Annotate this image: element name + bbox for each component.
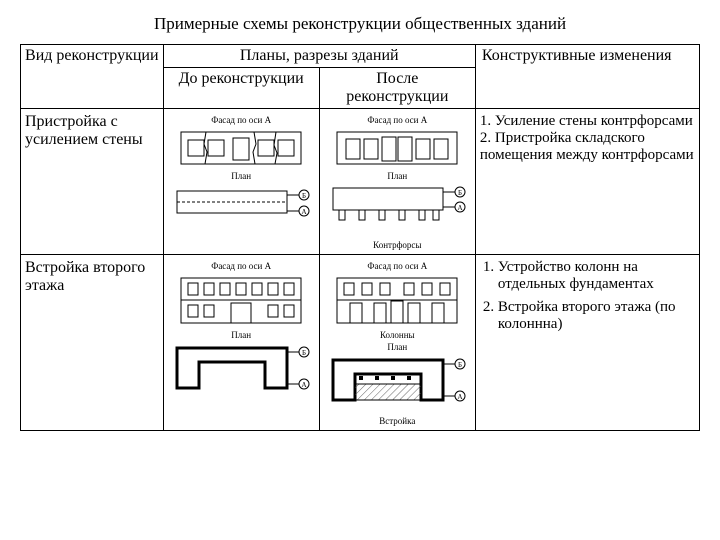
plan-before-icon: Б А (169, 183, 314, 223)
page-title: Примерные схемы реконструкции общественн… (20, 14, 700, 34)
svg-text:Б: Б (458, 189, 462, 197)
plan-label: План (324, 171, 471, 181)
row-type-label: Пристройка с усилением стены (21, 109, 164, 255)
facade2-after-icon (332, 273, 462, 328)
svg-text:Б: Б (458, 361, 462, 369)
svg-text:А: А (301, 208, 306, 216)
table-row: Пристройка с усилением стены Фасад по ос… (21, 109, 700, 255)
facade-label: Фасад по оси А (324, 115, 471, 125)
table-row: Встройка второго этажа Фасад по оси А (21, 255, 700, 431)
changes-cell: 1. Усиление стены контрфорсами2. Пристро… (475, 109, 699, 255)
plan2-after-icon: Б А (325, 354, 470, 414)
row-type-label: Встройка второго этажа (21, 255, 164, 431)
plan2-before-icon: Б А (169, 342, 314, 397)
insert-label: Встройка (324, 416, 471, 426)
svg-text:А: А (301, 381, 306, 389)
diagram-after-1: Фасад по оси А План (319, 109, 475, 255)
reconstruction-table: Вид реконструкции Планы, разрезы зданий … (20, 44, 700, 431)
diagram-after-2: Фасад по оси А Колон (319, 255, 475, 431)
header-type: Вид реконструкции (21, 45, 164, 109)
changes-cell: Устройство колонн на отдельных фундамент… (475, 255, 699, 431)
header-plans: Планы, разрезы зданий (163, 45, 475, 68)
facade-label: Фасад по оси А (168, 261, 315, 271)
list-item: Устройство колонн на отдельных фундамент… (498, 259, 695, 293)
changes-list: Устройство колонн на отдельных фундамент… (498, 259, 695, 333)
facade-label: Фасад по оси А (324, 261, 471, 271)
columns-label: Колонны (324, 330, 471, 340)
facade-before-icon (176, 127, 306, 169)
diagram-before-2: Фасад по оси А (163, 255, 319, 431)
list-item: Встройка второго этажа (по колоннна) (498, 299, 695, 333)
header-changes: Конструктивные изменения (475, 45, 699, 109)
plan-after-icon: Б А (325, 183, 470, 238)
buttress-label: Контрфорсы (324, 240, 471, 250)
facade-label: Фасад по оси А (168, 115, 315, 125)
facade-after-icon (332, 127, 462, 169)
facade2-before-icon (176, 273, 306, 328)
svg-text:А: А (457, 204, 462, 212)
plan-label: План (168, 171, 315, 181)
svg-text:Б: Б (302, 349, 306, 357)
header-before: До реконструкции (163, 68, 319, 109)
svg-text:А: А (457, 393, 462, 401)
changes-text: 1. Усиление стены контрфорсами2. Пристро… (480, 113, 695, 164)
header-after: После реконструкции (319, 68, 475, 109)
svg-text:Б: Б (302, 192, 306, 200)
plan-label: План (168, 330, 315, 340)
diagram-before-1: Фасад по оси А План (163, 109, 319, 255)
plan-label: План (324, 342, 471, 352)
